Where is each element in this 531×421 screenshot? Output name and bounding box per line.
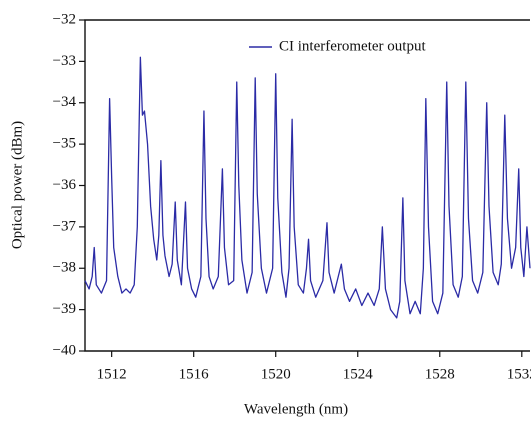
y-tick-label: −34: [53, 94, 77, 110]
legend-label: CI interferometer output: [279, 38, 426, 54]
y-tick-label: −35: [53, 136, 76, 152]
y-tick-label: −37: [53, 218, 77, 234]
x-axis-label: Wavelength (nm): [244, 401, 348, 417]
y-tick-label: −40: [53, 342, 76, 358]
x-tick-label: 1524: [343, 366, 374, 382]
y-tick-label: −39: [53, 301, 76, 317]
y-tick-label: −36: [53, 177, 77, 193]
x-tick-label: 1532: [507, 366, 531, 382]
series-line: [84, 56, 531, 319]
y-axis-label: Optical power (dBm): [9, 121, 25, 249]
x-tick-label: 1520: [261, 366, 291, 382]
x-tick-label: 1528: [425, 366, 455, 382]
x-tick-label: 1516: [179, 366, 210, 382]
y-tick-label: −33: [53, 53, 76, 69]
axis-frame: [84, 19, 530, 352]
y-tick-label: −32: [53, 11, 76, 27]
y-tick-label: −38: [53, 260, 76, 276]
x-tick-label: 1512: [97, 366, 127, 382]
